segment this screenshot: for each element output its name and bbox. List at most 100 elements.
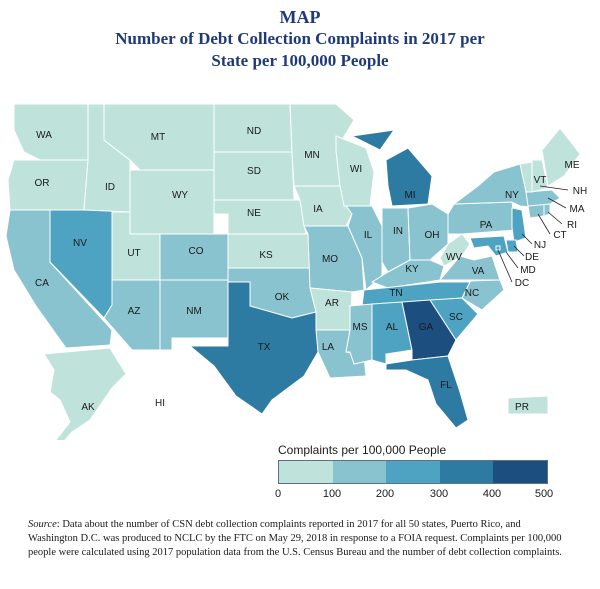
legend-tick-200: 200: [375, 488, 395, 500]
map-title-line-2: State per 100,000 People: [211, 51, 389, 70]
leader-ct: [537, 213, 551, 235]
label-DE: DE: [525, 252, 539, 263]
label-MS: MS: [353, 322, 368, 333]
legend-title: Complaints per 100,000 People: [278, 443, 447, 457]
label-GA: GA: [419, 322, 434, 333]
state-TX: [188, 281, 319, 415]
label-DC: DC: [515, 278, 529, 289]
state-NJ: [511, 207, 527, 243]
label-NC: NC: [465, 288, 479, 299]
legend-tick-0: 0: [274, 488, 282, 500]
state-MD: [469, 235, 509, 257]
label-KS: KS: [259, 250, 273, 261]
label-CA: CA: [35, 278, 49, 289]
label-IA: IA: [313, 204, 323, 215]
label-AZ: AZ: [128, 306, 141, 317]
legend-tick-300: 300: [429, 488, 449, 500]
state-AK: [43, 347, 127, 440]
source-label: Source: [28, 519, 57, 530]
label-OH: OH: [425, 230, 440, 241]
state-CO: [159, 233, 229, 281]
label-WV: WV: [446, 252, 462, 263]
label-SD: SD: [247, 166, 261, 177]
leader-dc: [497, 249, 513, 283]
label-CO: CO: [189, 246, 204, 257]
label-MO: MO: [322, 254, 338, 265]
leader-ri: [547, 211, 563, 225]
label-VT: VT: [534, 175, 547, 186]
state-DC: [495, 245, 501, 251]
legend-ticks: 0 100 200 300 400 500: [274, 488, 553, 502]
label-MI: MI: [404, 190, 415, 201]
state-NH: [531, 159, 549, 193]
label-PA: PA: [480, 220, 493, 231]
legend-tick-500: 500: [534, 488, 554, 500]
label-CT: CT: [553, 230, 566, 241]
map-title-line-1: Number of Debt Collection Complaints in …: [115, 29, 485, 48]
label-VA: VA: [472, 266, 485, 277]
label-NV: NV: [73, 238, 87, 249]
label-HI: HI: [155, 398, 165, 409]
label-FL: FL: [440, 380, 452, 391]
label-SC: SC: [449, 312, 463, 323]
legend-swatch-4: [493, 461, 547, 483]
label-WI: WI: [350, 164, 362, 175]
label-WY: WY: [172, 190, 188, 201]
label-IL: IL: [364, 230, 373, 241]
leader-nh: [539, 185, 569, 191]
us-choropleth-map: WA OR CA NV ID MT WY UT AZ CO NM ND SD N…: [5, 103, 587, 440]
map-label: MAP: [279, 7, 321, 27]
state-VA: [438, 255, 501, 281]
leader-nj: [521, 233, 533, 245]
label-OK: OK: [275, 292, 290, 303]
state-AR: [309, 287, 353, 331]
state-MA: [525, 189, 561, 207]
legend-tick-100: 100: [322, 488, 342, 500]
label-MD: MD: [520, 265, 536, 276]
label-ID: ID: [105, 182, 115, 193]
label-KY: KY: [405, 264, 419, 275]
title-block: MAP Number of Debt Collection Complaints…: [0, 6, 600, 72]
state-WY: [129, 169, 215, 235]
leader-de: [513, 245, 525, 257]
label-TN: TN: [389, 288, 402, 299]
label-PR: PR: [515, 402, 529, 413]
legend-color-bar: [278, 460, 548, 484]
state-ME: [541, 127, 581, 187]
label-NE: NE: [247, 208, 261, 219]
label-NH: NH: [573, 186, 587, 197]
label-NJ: NJ: [534, 240, 546, 251]
legend-tick-400: 400: [482, 488, 502, 500]
leader-md: [505, 251, 519, 269]
state-MI: [350, 129, 433, 207]
label-RI: RI: [567, 220, 577, 231]
legend-swatch-1: [332, 461, 387, 483]
legend-swatch-2: [386, 461, 440, 483]
source-text: : Data about the number of CSN debt coll…: [28, 519, 562, 558]
label-OR: OR: [35, 178, 50, 189]
label-IN: IN: [393, 226, 403, 237]
state-SC: [429, 297, 479, 341]
state-FL: [385, 355, 469, 429]
label-AR: AR: [325, 298, 339, 309]
label-NM: NM: [186, 306, 202, 317]
label-TX: TX: [258, 342, 271, 353]
label-MN: MN: [304, 150, 320, 161]
legend-swatch-0: [279, 461, 333, 483]
label-LA: LA: [322, 342, 335, 353]
source-note: Source: Data about the number of CSN deb…: [28, 518, 573, 560]
label-MA: MA: [570, 204, 585, 215]
legend: Complaints per 100,000 People 0 100 200 …: [274, 443, 553, 502]
label-AL: AL: [386, 322, 399, 333]
label-ND: ND: [247, 126, 261, 137]
legend-swatch-3: [439, 461, 494, 483]
label-MT: MT: [151, 132, 165, 143]
state-PR: [507, 395, 549, 415]
label-ME: ME: [565, 160, 580, 171]
label-AK: AK: [81, 402, 95, 413]
label-UT: UT: [127, 248, 140, 259]
label-NY: NY: [505, 190, 519, 201]
label-WA: WA: [36, 130, 52, 141]
leader-ma: [547, 197, 567, 209]
state-RI: [543, 203, 551, 217]
